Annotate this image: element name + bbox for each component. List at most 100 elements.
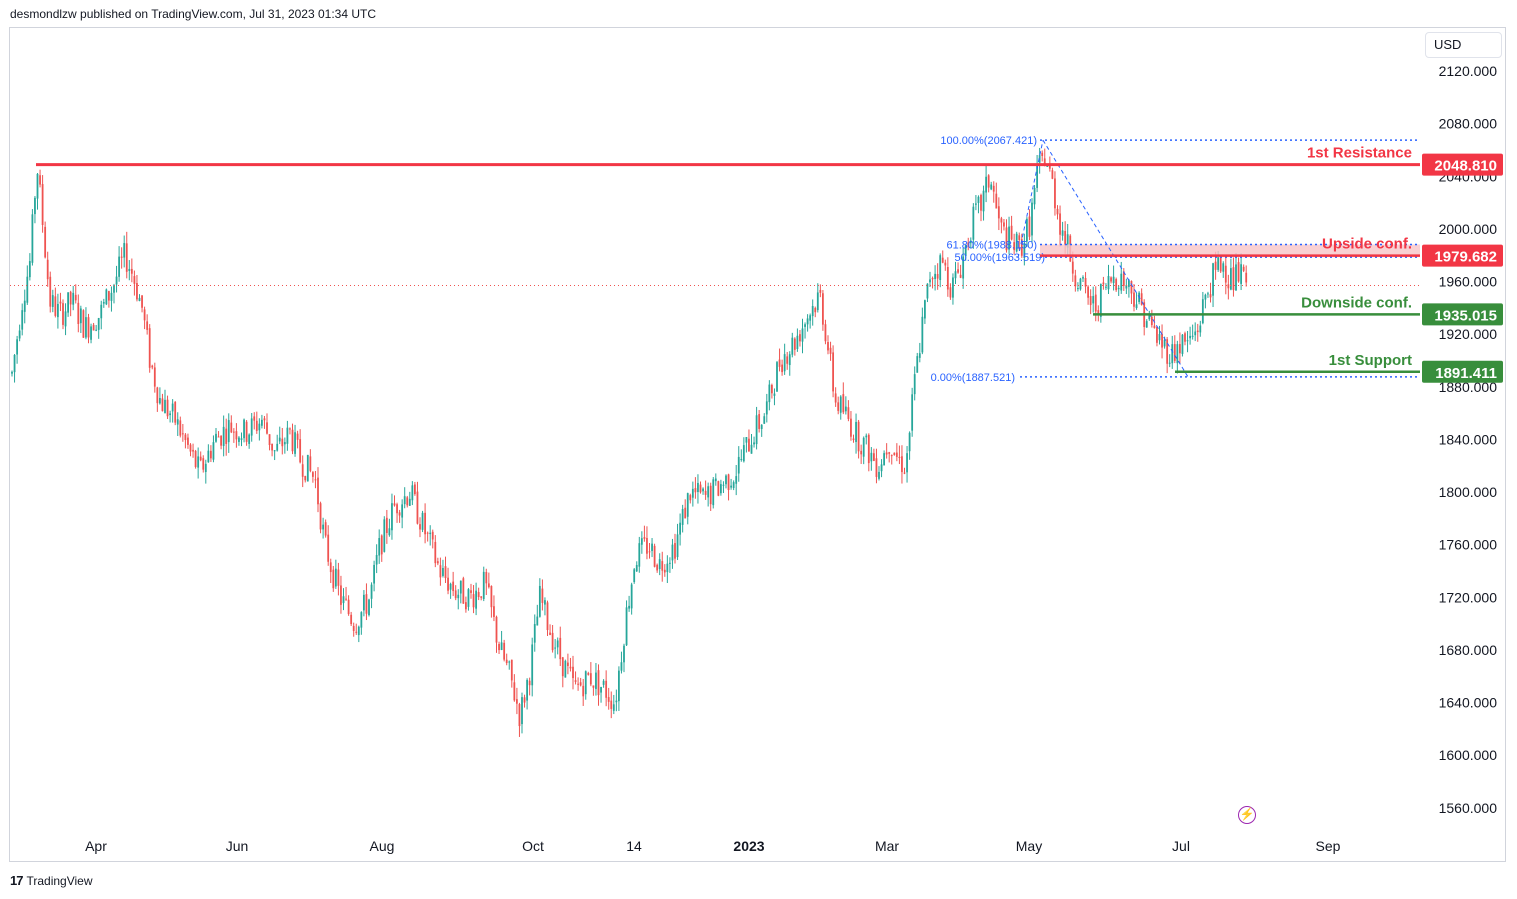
candle-body	[755, 415, 758, 445]
candle-body	[248, 434, 251, 444]
candle-body	[765, 401, 768, 415]
candle-body	[834, 393, 837, 403]
candle-body	[811, 306, 814, 317]
candle-body	[220, 436, 222, 446]
candle-body	[263, 418, 266, 421]
candle-body	[276, 443, 279, 451]
candle-body	[898, 456, 901, 459]
candle-body	[487, 583, 490, 588]
y-tick-label: 1920.000	[1439, 326, 1498, 342]
candle-body	[202, 458, 205, 470]
candle-body	[888, 452, 891, 454]
y-tick-label: 1600.000	[1439, 747, 1498, 763]
candle-body	[429, 532, 432, 535]
candle-body	[136, 283, 138, 300]
candle-body	[595, 672, 597, 689]
y-tick-label: 1760.000	[1439, 537, 1498, 553]
candle-body	[750, 444, 753, 454]
candle-body	[447, 577, 449, 591]
candle-body	[1201, 299, 1204, 324]
candle-body	[1122, 271, 1125, 286]
candle-body	[419, 524, 421, 530]
candle-body	[1043, 158, 1046, 166]
candle-body	[926, 283, 929, 299]
candle-body	[972, 206, 975, 240]
candle-body	[796, 335, 799, 349]
price-tag-text-downside: 1935.015	[1434, 307, 1497, 324]
candle-body	[187, 437, 189, 445]
candle-body	[1222, 263, 1225, 272]
x-tick-label: Apr	[85, 838, 107, 854]
candle-body	[324, 522, 327, 536]
candle-body	[1008, 226, 1010, 250]
candle-body	[676, 534, 679, 558]
candle-body	[824, 324, 827, 342]
candle-body	[1237, 262, 1240, 282]
candle-body	[11, 371, 13, 374]
candle-body	[319, 503, 322, 530]
fib-label: 50.00%(1963.519)	[954, 252, 1045, 264]
candle-body	[883, 453, 885, 466]
candle-body	[809, 315, 812, 321]
x-tick-label: Oct	[522, 838, 544, 854]
candle-body	[268, 434, 271, 446]
candle-body	[793, 338, 796, 350]
x-tick-label: Aug	[370, 838, 395, 854]
candle-body	[431, 531, 434, 540]
lightning-icon[interactable]: ⚡	[1238, 806, 1256, 824]
candle-body	[385, 517, 388, 534]
candle-body	[414, 484, 416, 495]
candle-body	[273, 450, 276, 452]
candle-body	[36, 173, 39, 199]
level-label-support: 1st Support	[1329, 352, 1412, 369]
candle-body	[337, 569, 340, 586]
candle-body	[510, 659, 513, 681]
candle-body	[1148, 314, 1151, 320]
candle-body	[79, 308, 82, 324]
candle-body	[1028, 216, 1031, 237]
candle-body	[146, 321, 149, 330]
price-tag-downside	[1422, 303, 1503, 326]
level-label-downside: Downside conf.	[1301, 294, 1412, 311]
candle-body	[100, 304, 103, 319]
candle-body	[128, 268, 131, 272]
candle-body	[625, 607, 628, 646]
candle-body	[1056, 208, 1059, 215]
candle-body	[1087, 286, 1089, 298]
candle-body	[533, 624, 536, 643]
candle-body	[1179, 344, 1181, 354]
candle-body	[1026, 218, 1028, 242]
y-tick-label: 1880.000	[1439, 379, 1498, 395]
candle-body	[95, 329, 98, 331]
candle-body	[1227, 284, 1230, 289]
candle-body	[602, 680, 605, 685]
candle-body	[577, 683, 579, 685]
candle-body	[870, 452, 873, 462]
candle-body	[587, 673, 590, 675]
candle-body	[791, 337, 794, 355]
candle-body	[1089, 296, 1092, 306]
candle-body	[929, 279, 931, 283]
candle-body	[906, 453, 908, 473]
candle-body	[646, 537, 648, 554]
currency-selector[interactable]: USD	[1425, 32, 1502, 58]
candle-body	[781, 364, 783, 373]
candle-body	[786, 356, 789, 364]
candle-body	[393, 503, 396, 506]
candle-body	[526, 679, 528, 701]
candle-body	[569, 666, 572, 669]
candle-body	[85, 317, 87, 338]
candle-body	[669, 562, 671, 564]
candle-body	[556, 640, 559, 648]
candle-body	[194, 450, 197, 467]
candle-body	[314, 479, 317, 481]
candle-body	[1199, 325, 1202, 333]
candle-body	[1130, 281, 1133, 294]
candle-body	[658, 559, 661, 570]
candle-body	[21, 310, 24, 330]
candle-body	[403, 496, 406, 505]
candle-body	[227, 420, 230, 443]
candle-body	[296, 433, 299, 440]
candle-body	[176, 419, 179, 425]
